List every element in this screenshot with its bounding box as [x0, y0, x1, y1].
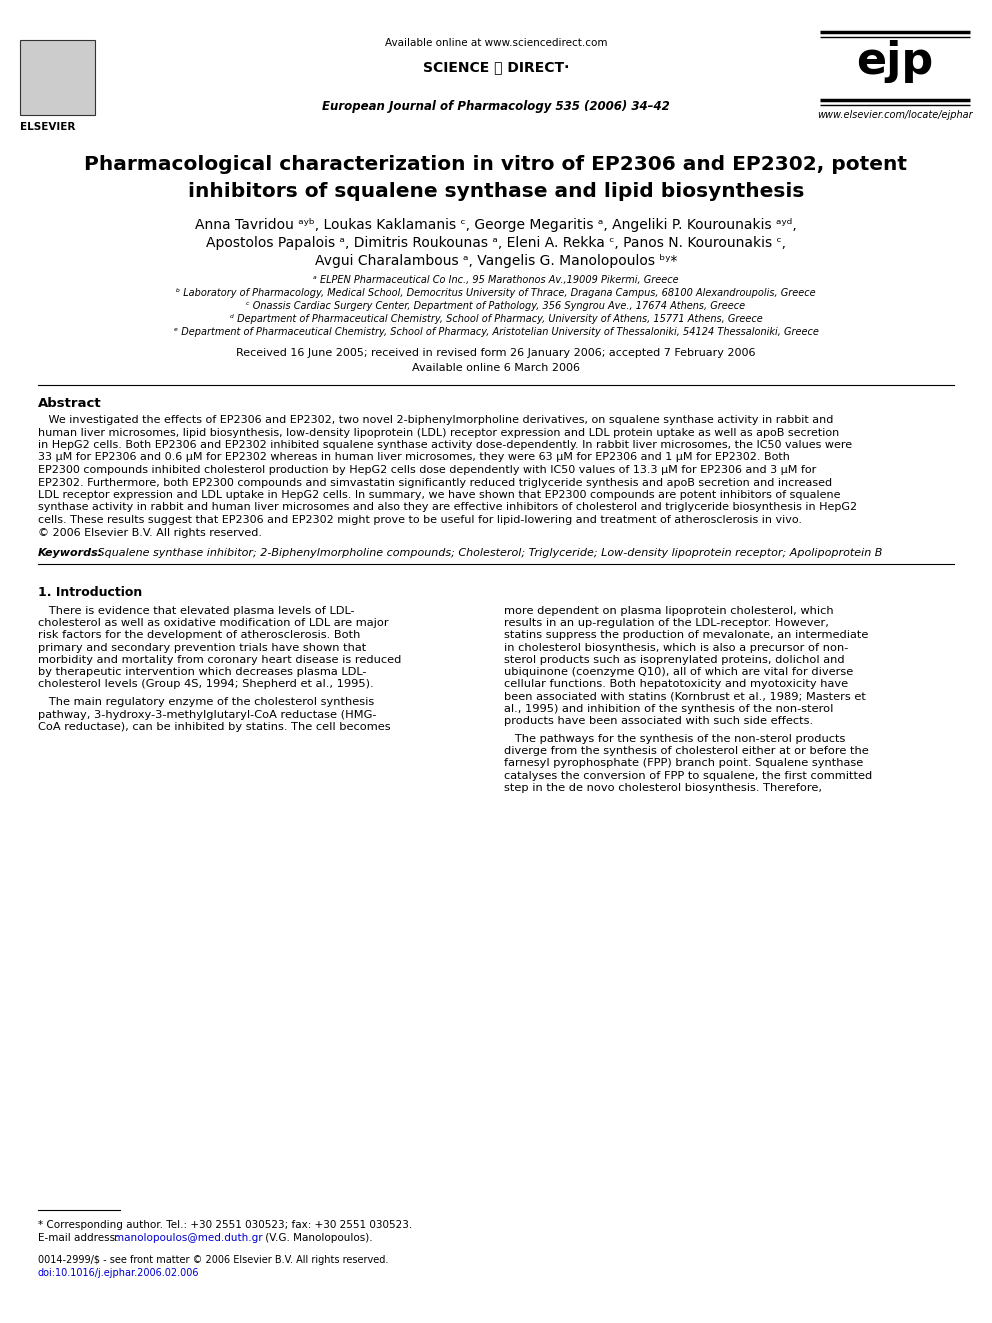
Text: www.elsevier.com/locate/ejphar: www.elsevier.com/locate/ejphar: [817, 110, 973, 120]
Text: been associated with statins (Kornbrust et al., 1989; Masters et: been associated with statins (Kornbrust …: [504, 692, 866, 701]
Text: catalyses the conversion of FPP to squalene, the first committed: catalyses the conversion of FPP to squal…: [504, 770, 872, 781]
Text: We investigated the effects of EP2306 and EP2302, two novel 2-biphenylmorpholine: We investigated the effects of EP2306 an…: [38, 415, 833, 425]
Text: Avgui Charalambous ᵃ, Vangelis G. Manolopoulos ᵇʸ*: Avgui Charalambous ᵃ, Vangelis G. Manolo…: [314, 254, 678, 269]
Text: cells. These results suggest that EP2306 and EP2302 might prove to be useful for: cells. These results suggest that EP2306…: [38, 515, 802, 525]
Text: The main regulatory enzyme of the cholesterol synthesis: The main regulatory enzyme of the choles…: [38, 697, 374, 708]
Text: cellular functions. Both hepatotoxicity and myotoxicity have: cellular functions. Both hepatotoxicity …: [504, 679, 848, 689]
Text: 0014-2999/$ - see front matter © 2006 Elsevier B.V. All rights reserved.: 0014-2999/$ - see front matter © 2006 El…: [38, 1256, 389, 1265]
Text: ejp: ejp: [856, 40, 933, 83]
Text: more dependent on plasma lipoprotein cholesterol, which: more dependent on plasma lipoprotein cho…: [504, 606, 833, 617]
Text: Anna Tavridou ᵃʸᵇ, Loukas Kaklamanis ᶜ, George Megaritis ᵃ, Angeliki P. Kourouna: Anna Tavridou ᵃʸᵇ, Loukas Kaklamanis ᶜ, …: [195, 218, 797, 232]
Text: * Corresponding author. Tel.: +30 2551 030523; fax: +30 2551 030523.: * Corresponding author. Tel.: +30 2551 0…: [38, 1220, 413, 1230]
Text: risk factors for the development of atherosclerosis. Both: risk factors for the development of athe…: [38, 630, 360, 640]
Text: (V.G. Manolopoulos).: (V.G. Manolopoulos).: [262, 1233, 373, 1244]
Text: EP2300 compounds inhibited cholesterol production by HepG2 cells dose dependentl: EP2300 compounds inhibited cholesterol p…: [38, 464, 816, 475]
Text: CoA reductase), can be inhibited by statins. The cell becomes: CoA reductase), can be inhibited by stat…: [38, 722, 391, 732]
Text: ᵃ ELPEN Pharmaceutical Co Inc., 95 Marathonos Av.,19009 Pikermi, Greece: ᵃ ELPEN Pharmaceutical Co Inc., 95 Marat…: [313, 275, 679, 284]
Text: ᵈ Department of Pharmaceutical Chemistry, School of Pharmacy, University of Athe: ᵈ Department of Pharmaceutical Chemistry…: [229, 314, 763, 324]
Bar: [20, 40, 95, 115]
Text: inhibitors of squalene synthase and lipid biosynthesis: inhibitors of squalene synthase and lipi…: [187, 183, 805, 201]
Text: morbidity and mortality from coronary heart disease is reduced: morbidity and mortality from coronary he…: [38, 655, 402, 664]
Text: Pharmacological characterization in vitro of EP2306 and EP2302, potent: Pharmacological characterization in vitr…: [84, 155, 908, 175]
Text: results in an up-regulation of the LDL-receptor. However,: results in an up-regulation of the LDL-r…: [504, 618, 829, 628]
Text: ELSEVIER: ELSEVIER: [20, 122, 75, 132]
Text: ubiquinone (coenzyme Q10), all of which are vital for diverse: ubiquinone (coenzyme Q10), all of which …: [504, 667, 853, 677]
Text: doi:10.1016/j.ejphar.2006.02.006: doi:10.1016/j.ejphar.2006.02.006: [38, 1267, 199, 1278]
Text: cholesterol as well as oxidative modification of LDL are major: cholesterol as well as oxidative modific…: [38, 618, 389, 628]
Text: by therapeutic intervention which decreases plasma LDL-: by therapeutic intervention which decrea…: [38, 667, 366, 677]
Text: products have been associated with such side effects.: products have been associated with such …: [504, 716, 813, 726]
Text: LDL receptor expression and LDL uptake in HepG2 cells. In summary, we have shown: LDL receptor expression and LDL uptake i…: [38, 490, 840, 500]
Text: sterol products such as isoprenylated proteins, dolichol and: sterol products such as isoprenylated pr…: [504, 655, 844, 664]
Text: pathway, 3-hydroxy-3-methylglutaryl-CoA reductase (HMG-: pathway, 3-hydroxy-3-methylglutaryl-CoA …: [38, 709, 377, 720]
Text: ᵇ Laboratory of Pharmacology, Medical School, Democritus University of Thrace, D: ᵇ Laboratory of Pharmacology, Medical Sc…: [177, 288, 815, 298]
Text: The pathways for the synthesis of the non-sterol products: The pathways for the synthesis of the no…: [504, 734, 845, 744]
Text: diverge from the synthesis of cholesterol either at or before the: diverge from the synthesis of cholestero…: [504, 746, 869, 757]
Text: statins suppress the production of mevalonate, an intermediate: statins suppress the production of meval…: [504, 630, 868, 640]
Text: Keywords:: Keywords:: [38, 548, 103, 558]
Text: E-mail address:: E-mail address:: [38, 1233, 122, 1244]
Text: in HepG2 cells. Both EP2306 and EP2302 inhibited squalene synthase activity dose: in HepG2 cells. Both EP2306 and EP2302 i…: [38, 441, 852, 450]
Text: al., 1995) and inhibition of the synthesis of the non-sterol: al., 1995) and inhibition of the synthes…: [504, 704, 833, 713]
Text: 33 μM for EP2306 and 0.6 μM for EP2302 whereas in human liver microsomes, they w: 33 μM for EP2306 and 0.6 μM for EP2302 w…: [38, 452, 790, 463]
Text: Available online 6 March 2006: Available online 6 March 2006: [412, 363, 580, 373]
Text: Squalene synthase inhibitor; 2-Biphenylmorpholine compounds; Cholesterol; Trigly: Squalene synthase inhibitor; 2-Biphenylm…: [94, 548, 882, 558]
Text: step in the de novo cholesterol biosynthesis. Therefore,: step in the de novo cholesterol biosynth…: [504, 783, 822, 792]
Text: manolopoulos@med.duth.gr: manolopoulos@med.duth.gr: [114, 1233, 263, 1244]
Text: © 2006 Elsevier B.V. All rights reserved.: © 2006 Elsevier B.V. All rights reserved…: [38, 528, 262, 537]
Text: There is evidence that elevated plasma levels of LDL-: There is evidence that elevated plasma l…: [38, 606, 354, 617]
Text: farnesyl pyrophosphate (FPP) branch point. Squalene synthase: farnesyl pyrophosphate (FPP) branch poin…: [504, 758, 863, 769]
Text: human liver microsomes, lipid biosynthesis, low-density lipoprotein (LDL) recept: human liver microsomes, lipid biosynthes…: [38, 427, 839, 438]
Text: cholesterol levels (Group 4S, 1994; Shepherd et al., 1995).: cholesterol levels (Group 4S, 1994; Shep…: [38, 679, 374, 689]
Text: Available online at www.sciencedirect.com: Available online at www.sciencedirect.co…: [385, 38, 607, 48]
Text: in cholesterol biosynthesis, which is also a precursor of non-: in cholesterol biosynthesis, which is al…: [504, 643, 848, 652]
Text: primary and secondary prevention trials have shown that: primary and secondary prevention trials …: [38, 643, 366, 652]
Text: SCIENCE ⓐ DIRECT·: SCIENCE ⓐ DIRECT·: [423, 60, 569, 74]
Text: synthase activity in rabbit and human liver microsomes and also they are effecti: synthase activity in rabbit and human li…: [38, 503, 857, 512]
Text: EP2302. Furthermore, both EP2300 compounds and simvastatin significantly reduced: EP2302. Furthermore, both EP2300 compoun…: [38, 478, 832, 487]
Text: Abstract: Abstract: [38, 397, 101, 410]
Text: 1. Introduction: 1. Introduction: [38, 586, 142, 599]
Text: European Journal of Pharmacology 535 (2006) 34–42: European Journal of Pharmacology 535 (20…: [322, 101, 670, 112]
Text: Apostolos Papalois ᵃ, Dimitris Roukounas ᵃ, Eleni A. Rekka ᶜ, Panos N. Kourounak: Apostolos Papalois ᵃ, Dimitris Roukounas…: [206, 235, 786, 250]
Text: ᶜ Onassis Cardiac Surgery Center, Department of Pathology, 356 Syngrou Ave., 176: ᶜ Onassis Cardiac Surgery Center, Depart…: [246, 302, 746, 311]
Text: Received 16 June 2005; received in revised form 26 January 2006; accepted 7 Febr: Received 16 June 2005; received in revis…: [236, 348, 756, 359]
Text: ᵉ Department of Pharmaceutical Chemistry, School of Pharmacy, Aristotelian Unive: ᵉ Department of Pharmaceutical Chemistry…: [174, 327, 818, 337]
